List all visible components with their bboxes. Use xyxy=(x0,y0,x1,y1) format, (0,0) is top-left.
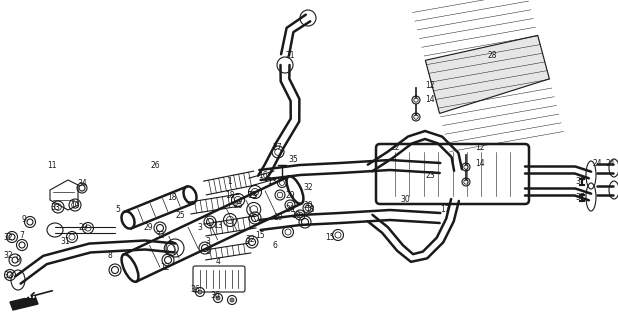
Text: 27: 27 xyxy=(272,143,282,153)
Text: 24: 24 xyxy=(592,158,602,167)
Text: 19: 19 xyxy=(291,211,301,220)
Text: 20: 20 xyxy=(285,205,295,214)
Text: 29: 29 xyxy=(78,223,88,233)
Text: 32: 32 xyxy=(3,234,13,243)
Text: 18: 18 xyxy=(305,205,315,214)
Text: 23: 23 xyxy=(425,171,435,180)
Text: 36: 36 xyxy=(190,285,200,294)
Text: 34: 34 xyxy=(77,179,87,188)
Text: 32: 32 xyxy=(303,183,313,193)
Ellipse shape xyxy=(216,296,220,300)
Text: 9: 9 xyxy=(22,215,27,225)
Text: 3: 3 xyxy=(206,237,211,246)
Text: 6: 6 xyxy=(273,241,277,250)
Text: 22: 22 xyxy=(390,143,400,153)
Text: 36: 36 xyxy=(210,292,220,300)
Text: 18: 18 xyxy=(225,190,235,199)
Text: 11: 11 xyxy=(47,161,57,170)
Text: 35: 35 xyxy=(288,156,298,164)
Text: 32: 32 xyxy=(3,270,13,279)
Text: 25: 25 xyxy=(175,211,185,220)
Text: 5: 5 xyxy=(116,205,121,214)
Text: 31: 31 xyxy=(60,237,70,246)
Text: 28: 28 xyxy=(487,51,497,60)
Text: 12: 12 xyxy=(160,263,170,273)
Text: 32: 32 xyxy=(3,251,13,260)
Text: 9: 9 xyxy=(15,255,20,265)
Text: 17: 17 xyxy=(440,205,450,214)
Text: 1: 1 xyxy=(227,178,232,187)
Text: 18: 18 xyxy=(167,194,177,203)
Text: 7: 7 xyxy=(20,230,25,239)
Text: 12: 12 xyxy=(425,81,434,90)
Text: 14: 14 xyxy=(475,158,485,167)
Text: FR.: FR. xyxy=(19,290,37,300)
Text: 37: 37 xyxy=(575,194,585,203)
Text: 3: 3 xyxy=(198,223,203,233)
Text: 20: 20 xyxy=(303,201,313,210)
Text: 25: 25 xyxy=(248,190,258,199)
Text: 16: 16 xyxy=(258,171,268,180)
Polygon shape xyxy=(10,296,38,310)
FancyBboxPatch shape xyxy=(376,144,529,204)
Text: 4: 4 xyxy=(216,258,221,267)
Text: 29: 29 xyxy=(143,223,153,233)
Text: 29: 29 xyxy=(285,190,295,199)
Text: 37: 37 xyxy=(575,178,585,187)
FancyBboxPatch shape xyxy=(193,266,245,292)
Text: 2: 2 xyxy=(206,247,210,257)
Text: 21: 21 xyxy=(286,51,295,60)
Ellipse shape xyxy=(230,298,234,302)
Text: 26: 26 xyxy=(150,161,160,170)
Text: 12: 12 xyxy=(475,143,485,153)
Text: 19: 19 xyxy=(273,213,283,222)
Text: 32: 32 xyxy=(245,236,255,244)
Text: 13: 13 xyxy=(247,190,257,199)
Ellipse shape xyxy=(198,290,202,294)
Text: 15: 15 xyxy=(255,230,265,239)
Text: 30: 30 xyxy=(400,196,410,204)
Text: 25: 25 xyxy=(233,201,243,210)
Polygon shape xyxy=(425,36,549,114)
Text: 32: 32 xyxy=(155,230,165,239)
Text: 14: 14 xyxy=(425,95,435,105)
Text: 15: 15 xyxy=(325,234,335,243)
Text: 24: 24 xyxy=(605,158,615,167)
Text: 33: 33 xyxy=(50,203,60,212)
Text: 13: 13 xyxy=(213,220,223,229)
Text: 13: 13 xyxy=(267,178,277,187)
Text: 10: 10 xyxy=(70,201,80,210)
Text: 8: 8 xyxy=(108,251,112,260)
